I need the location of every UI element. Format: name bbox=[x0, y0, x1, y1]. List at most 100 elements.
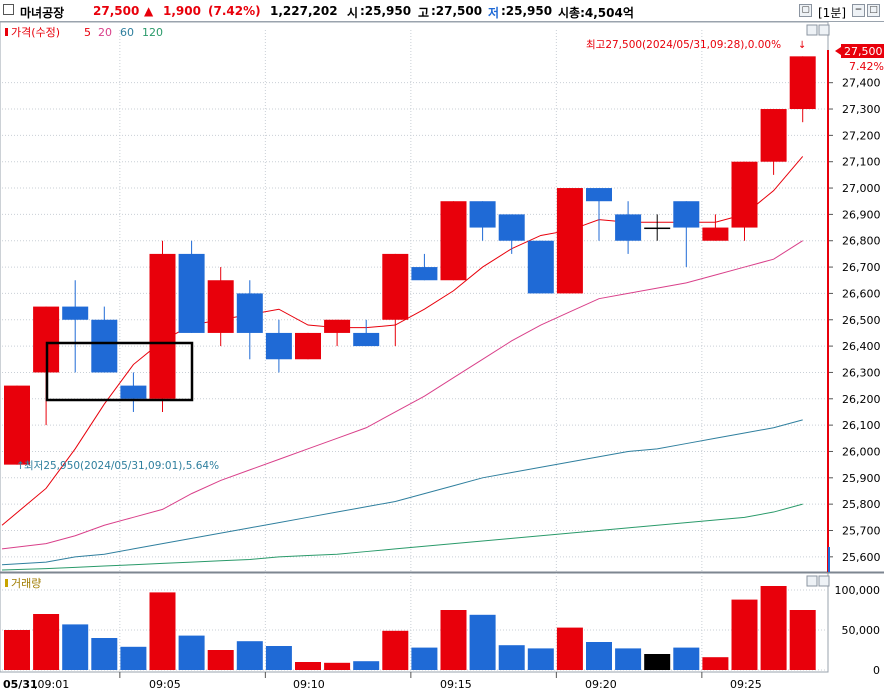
grid bbox=[2, 30, 826, 671]
candle-body bbox=[178, 253, 205, 333]
volume-bar bbox=[149, 592, 176, 670]
volume-maximize-icon[interactable] bbox=[806, 575, 818, 587]
candle-body bbox=[265, 332, 292, 360]
volume-bar bbox=[324, 662, 351, 670]
candle-body bbox=[91, 319, 118, 373]
volume-bar bbox=[382, 630, 409, 670]
minimize-icon[interactable]: − bbox=[852, 4, 865, 17]
y-tick-label: 25,600 bbox=[842, 551, 881, 564]
volume-legend: 거래량 bbox=[11, 577, 41, 590]
volume-bars bbox=[4, 586, 816, 670]
candle-body bbox=[673, 201, 700, 228]
y-tick-label: 26,500 bbox=[842, 314, 881, 327]
time-axis: 05/31,09:01 09:05 09:10 09:15 09:20 09:25 bbox=[3, 672, 762, 691]
candle-body bbox=[760, 109, 787, 162]
volume-bar bbox=[556, 627, 583, 670]
volume-bar bbox=[295, 662, 321, 670]
volume-bar bbox=[178, 635, 205, 670]
y-tick-label: 26,000 bbox=[842, 445, 881, 458]
y-tick-label: 26,800 bbox=[842, 235, 881, 248]
y-tick-label: 26,100 bbox=[842, 419, 881, 432]
price-legend: 가격(수정) bbox=[11, 26, 60, 39]
panel-maximize-icon[interactable] bbox=[806, 24, 818, 36]
panel-close-icon[interactable] bbox=[818, 24, 830, 36]
select-checkbox[interactable] bbox=[3, 4, 14, 15]
volume-bar bbox=[62, 624, 89, 670]
candle-body bbox=[4, 385, 30, 465]
low-label: 저 bbox=[488, 6, 500, 20]
open-label: 시 bbox=[347, 6, 359, 20]
y-tick-label: 26,900 bbox=[842, 208, 881, 221]
candle-body bbox=[469, 201, 496, 228]
volume-bar bbox=[702, 657, 729, 670]
current-price-pointer bbox=[835, 47, 841, 55]
y-tick-label: 27,200 bbox=[842, 129, 881, 142]
volume-indicator bbox=[828, 547, 830, 572]
change-percent: (7.42%) bbox=[208, 4, 261, 18]
highlight-box bbox=[45, 341, 194, 402]
ma5-legend: 5 bbox=[84, 26, 91, 39]
candle-body bbox=[498, 214, 525, 241]
maximize-icon[interactable]: □ bbox=[867, 4, 880, 17]
candle-body bbox=[440, 201, 467, 281]
volume-bar bbox=[527, 648, 554, 670]
chart-header: 마녀공장 27,500 ▲ 1,900 (7.42%) 1,227,202 시 … bbox=[0, 0, 884, 22]
chart-area[interactable]: 27,400 27,300 27,200 27,100 27,000 26,900 26,8… bbox=[0, 22, 884, 693]
interval-label[interactable]: [1분] bbox=[818, 6, 847, 20]
ma120-legend: 120 bbox=[142, 26, 163, 39]
current-price: 27,500 bbox=[93, 4, 140, 18]
ma20-legend: 20 bbox=[98, 26, 112, 39]
x-tick-label: 05/31 bbox=[3, 678, 38, 691]
y-tick-label: 27,300 bbox=[842, 103, 881, 116]
candle-body bbox=[615, 214, 642, 241]
y-tick-label: 26,700 bbox=[842, 261, 881, 274]
candle-body bbox=[295, 332, 321, 360]
open-price: :25,950 bbox=[360, 4, 412, 18]
volume-bar bbox=[265, 646, 292, 670]
candle-body bbox=[149, 253, 176, 399]
ma60-line bbox=[1, 419, 803, 566]
volume-bar bbox=[207, 650, 234, 670]
y-tick-label: 27,400 bbox=[842, 77, 881, 90]
price-panel-frame bbox=[0, 22, 829, 573]
candle-body bbox=[644, 227, 671, 230]
volume-bar bbox=[4, 630, 30, 670]
ma120-line bbox=[1, 503, 803, 571]
candle-body bbox=[207, 280, 234, 333]
volume-bar bbox=[615, 648, 642, 670]
change-arrow: ▲ bbox=[144, 4, 154, 18]
volume-close-icon[interactable] bbox=[818, 575, 830, 587]
volume-tick-label: 0 bbox=[873, 664, 880, 677]
candle-body bbox=[120, 385, 147, 399]
volume-legend-marker bbox=[5, 579, 8, 587]
volume-axis: 100,000 50,000 0 bbox=[835, 584, 881, 677]
high-price: :27,500 bbox=[431, 4, 483, 18]
y-tick-label: 27,000 bbox=[842, 182, 881, 195]
market-cap: 시총:4,504억 bbox=[558, 6, 634, 20]
x-tick-label: 09:05 bbox=[149, 678, 181, 691]
stock-name[interactable]: 마녀공장 bbox=[20, 6, 65, 20]
y-tick-label: 26,600 bbox=[842, 287, 881, 300]
volume-bar bbox=[644, 654, 671, 670]
y-tick-label: 27,100 bbox=[842, 156, 881, 169]
current-price-tag-bg bbox=[841, 44, 884, 58]
volume-bar bbox=[760, 586, 787, 670]
y-tick-label: 25,900 bbox=[842, 472, 881, 485]
change-amount: 1,900 bbox=[163, 4, 201, 18]
y-tick-label: 26,400 bbox=[842, 340, 881, 353]
volume-bar bbox=[586, 642, 612, 670]
price-legend-marker bbox=[5, 28, 8, 36]
volume-total: 1,227,202 bbox=[270, 4, 338, 18]
candle-body bbox=[62, 306, 89, 320]
x-tick-label: 09:15 bbox=[440, 678, 472, 691]
candle-body bbox=[586, 188, 612, 202]
candle-body bbox=[236, 293, 263, 333]
low-price: :25,950 bbox=[501, 4, 553, 18]
x-tick-label: 09:20 bbox=[585, 678, 617, 691]
volume-bar bbox=[440, 610, 467, 670]
ma5-line bbox=[1, 156, 804, 526]
volume-tick-label: 50,000 bbox=[842, 624, 881, 637]
volume-bar bbox=[789, 610, 816, 670]
volume-bar bbox=[33, 614, 60, 670]
restore-icon[interactable]: ▢ bbox=[799, 4, 812, 17]
